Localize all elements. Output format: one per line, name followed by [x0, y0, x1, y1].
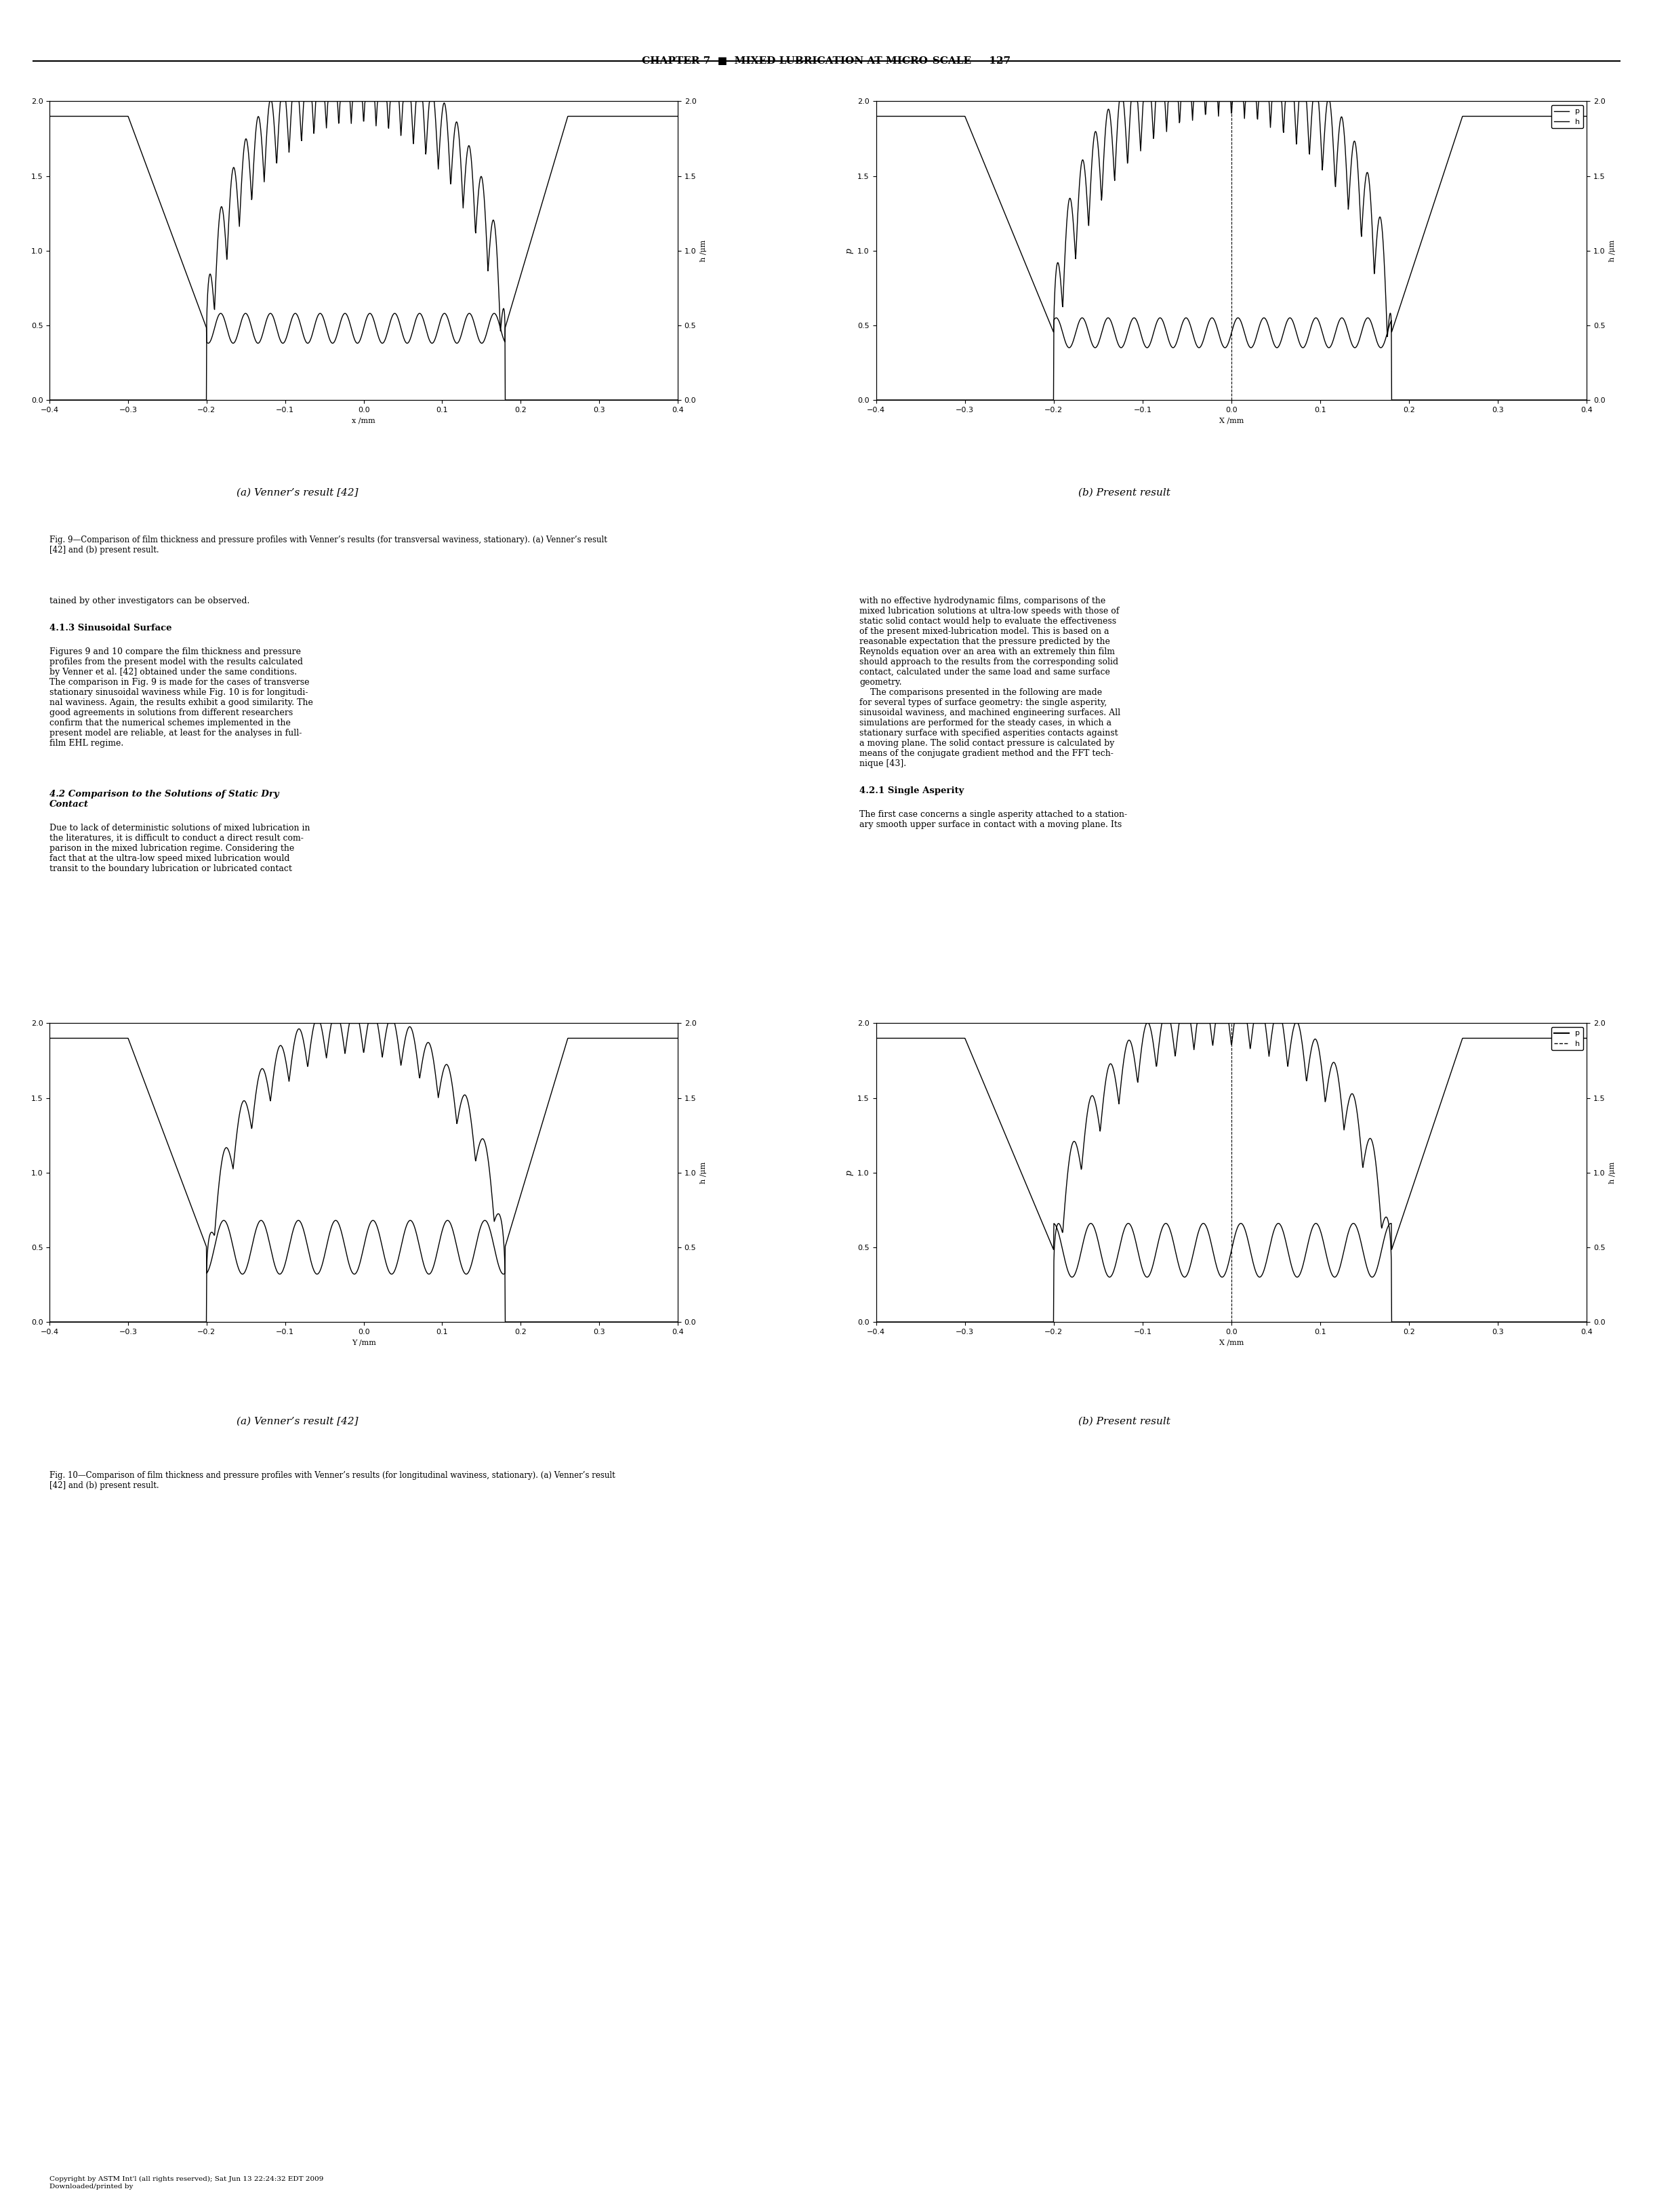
Y-axis label: h /μm: h /μm: [1610, 1161, 1617, 1183]
Text: 4.2.1 Single Asperity: 4.2.1 Single Asperity: [860, 787, 964, 794]
Y-axis label: h /μm: h /μm: [1610, 239, 1617, 261]
Legend: p, h: p, h: [1551, 1026, 1584, 1051]
Text: 4.1.3 Sinusoidal Surface: 4.1.3 Sinusoidal Surface: [50, 624, 172, 633]
Text: (b) Present result: (b) Present result: [1078, 489, 1170, 498]
Text: Copyright by ASTM Int'l (all rights reserved); Sat Jun 13 22:24:32 EDT 2009
Down: Copyright by ASTM Int'l (all rights rese…: [50, 2177, 324, 2190]
Text: Due to lack of deterministic solutions of mixed lubrication in
the literatures, : Due to lack of deterministic solutions o…: [50, 823, 311, 874]
X-axis label: Y /mm: Y /mm: [352, 1338, 375, 1345]
Text: CHAPTER 7  ■  MIXED LUBRICATION AT MICRO-SCALE     127: CHAPTER 7 ■ MIXED LUBRICATION AT MICRO-S…: [641, 55, 1012, 66]
Text: Fig. 10—Comparison of film thickness and pressure profiles with Venner’s results: Fig. 10—Comparison of film thickness and…: [50, 1471, 615, 1491]
Text: 4.2 Comparison to the Solutions of Static Dry
Contact: 4.2 Comparison to the Solutions of Stati…: [50, 790, 279, 810]
X-axis label: x /mm: x /mm: [352, 418, 375, 425]
Y-axis label: h /μm: h /μm: [701, 1161, 707, 1183]
Y-axis label: h /μm: h /μm: [701, 239, 707, 261]
Text: Figures 9 and 10 compare the film thickness and pressure
profiles from the prese: Figures 9 and 10 compare the film thickn…: [50, 648, 312, 748]
Legend: p, h: p, h: [1551, 106, 1584, 128]
Y-axis label: p: p: [845, 1170, 853, 1175]
Text: (a) Venner’s result [42]: (a) Venner’s result [42]: [236, 1418, 359, 1427]
Text: with no effective hydrodynamic films, comparisons of the
mixed lubrication solut: with no effective hydrodynamic films, co…: [860, 597, 1121, 768]
X-axis label: X /mm: X /mm: [1220, 418, 1243, 425]
Text: tained by other investigators can be observed.: tained by other investigators can be obs…: [50, 597, 250, 606]
Text: (b) Present result: (b) Present result: [1078, 1418, 1170, 1427]
Text: (a) Venner’s result [42]: (a) Venner’s result [42]: [236, 489, 359, 498]
X-axis label: X /mm: X /mm: [1220, 1338, 1243, 1345]
Text: Fig. 9—Comparison of film thickness and pressure profiles with Venner’s results : Fig. 9—Comparison of film thickness and …: [50, 535, 607, 555]
Y-axis label: p: p: [845, 248, 853, 254]
Text: The first case concerns a single asperity attached to a station-
ary smooth uppe: The first case concerns a single asperit…: [860, 810, 1127, 830]
